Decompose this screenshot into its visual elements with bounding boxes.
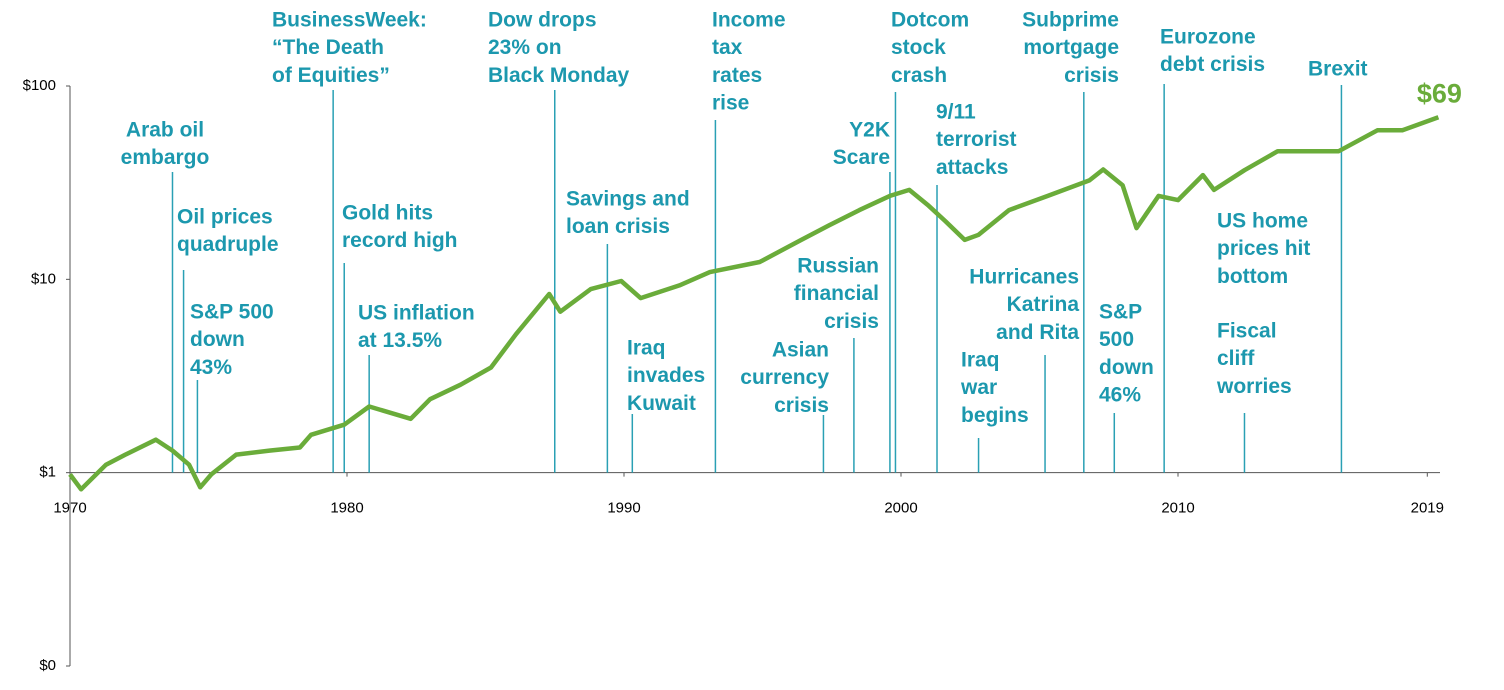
annotation: Asian: [772, 339, 829, 362]
annotation: Hurricanes: [969, 266, 1079, 289]
annotation: bottom: [1217, 265, 1288, 288]
x-tick-label: 2019: [1411, 500, 1444, 517]
annotation: Y2K: [849, 119, 890, 142]
annotation: of Equities”: [272, 64, 390, 87]
annotation: debt crisis: [1160, 53, 1265, 76]
annotation: and Rita: [996, 321, 1079, 344]
annotation: US home: [1217, 210, 1308, 233]
annotation: rates: [712, 64, 762, 87]
annotation: attacks: [936, 156, 1008, 179]
annotation: financial: [794, 282, 879, 305]
annotation: Arab oil: [126, 119, 204, 142]
annotation: US inflation: [358, 302, 475, 325]
x-tick-label: 2000: [884, 500, 917, 517]
annotation: 23% on: [488, 36, 562, 59]
annotation: Katrina: [1007, 293, 1080, 316]
annotation: 43%: [190, 356, 232, 379]
annotation: tax: [712, 36, 743, 59]
annotation: Dotcom: [891, 9, 969, 32]
annotation: Fiscal: [1217, 320, 1277, 343]
y-tick-label: $100: [23, 77, 56, 94]
annotation: crash: [891, 64, 947, 87]
annotation: cliff: [1217, 347, 1255, 370]
annotation: begins: [961, 404, 1029, 427]
annotation: Oil prices: [177, 206, 273, 229]
y-tick-label: $0: [39, 657, 56, 674]
annotation: Iraq: [961, 349, 1000, 372]
annotation: BusinessWeek:: [272, 9, 427, 32]
y-tick-label: $1: [39, 464, 56, 481]
annotation: down: [1099, 356, 1154, 379]
annotation: “The Death: [272, 36, 384, 59]
line: [68, 115, 1440, 492]
annotation: loan crisis: [566, 215, 670, 238]
annotation: Income: [712, 9, 786, 32]
annotation: terrorist: [936, 128, 1017, 151]
annotation: embargo: [121, 146, 210, 169]
annotation: crisis: [774, 394, 829, 417]
annotation: record high: [342, 229, 458, 252]
annotation: Scare: [833, 146, 890, 169]
x-tick-label: 1970: [53, 500, 86, 517]
annotation: S&P 500: [190, 301, 274, 324]
annotation: Russian: [797, 255, 879, 278]
annotation: stock: [891, 36, 946, 59]
annotation: quadruple: [177, 233, 279, 256]
annotation: war: [960, 376, 997, 399]
annotation: currency: [740, 366, 829, 389]
annotation: Savings and: [566, 188, 690, 211]
annotation: worries: [1216, 375, 1292, 398]
annotation: Iraq: [627, 337, 666, 360]
annotation: Gold hits: [342, 202, 433, 225]
annotation: Eurozone: [1160, 26, 1256, 49]
x-tick-label: 2010: [1161, 500, 1194, 517]
annotation: Black Monday: [488, 64, 630, 87]
annotation: S&P: [1099, 301, 1142, 324]
annotation: 500: [1099, 328, 1134, 351]
annotation: prices hit: [1217, 237, 1310, 260]
annotation: Subprime: [1022, 9, 1119, 32]
annotation: Dow drops: [488, 9, 597, 32]
x-tick-label: 1980: [330, 500, 363, 517]
end-label: $69: [1417, 78, 1462, 108]
annotation: 9/11: [936, 101, 976, 124]
x-tick-label: 1990: [607, 500, 640, 517]
annotation: Kuwait: [627, 392, 696, 415]
annotation: Brexit: [1308, 58, 1368, 81]
annotation: at 13.5%: [358, 329, 442, 352]
annotation: down: [190, 328, 245, 351]
annotation: 46%: [1099, 384, 1141, 407]
annotation: mortgage: [1023, 36, 1119, 59]
y-tick-label: $10: [31, 270, 56, 287]
annotation: invades: [627, 364, 705, 387]
annotation: rise: [712, 92, 749, 115]
annotation: crisis: [824, 310, 879, 333]
annotation: crisis: [1064, 64, 1119, 87]
